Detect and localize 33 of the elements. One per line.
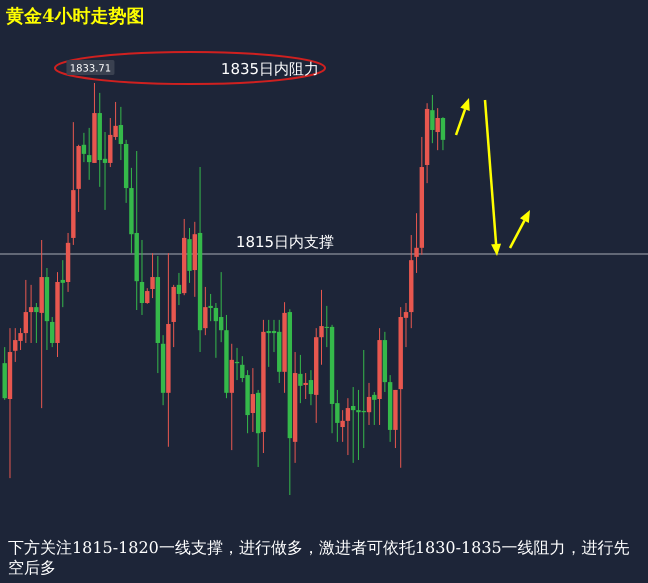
candlestick — [372, 392, 376, 426]
text: 1835日内阻力 — [220, 60, 320, 78]
candlestick — [208, 293, 213, 322]
candlestick — [430, 94, 435, 144]
candlestick — [319, 289, 324, 366]
candlestick — [303, 372, 308, 400]
ref-line-label: 1815日内支撑 — [236, 232, 334, 251]
candlestick — [82, 132, 86, 163]
candlestick — [414, 212, 419, 274]
candlestick — [150, 252, 155, 299]
candlestick — [28, 284, 34, 344]
candlestick — [24, 279, 28, 344]
candlestick — [440, 116, 446, 151]
text: 下方关注1815-1820一线支撑，进行做多，激进者可依托1830-1835一线阻力，进行先空后多 — [8, 538, 631, 578]
candlestick — [176, 272, 182, 306]
candlestick — [203, 286, 208, 336]
candlestick — [340, 410, 345, 442]
candlestick — [350, 386, 356, 464]
candlestick — [60, 260, 65, 308]
candlestick — [250, 368, 256, 432]
candlestick — [435, 108, 440, 151]
annotation: 1833.71 — [70, 64, 112, 74]
candlestick — [86, 127, 92, 180]
candlestick — [308, 370, 314, 406]
candlestick — [50, 316, 54, 348]
candlestick — [145, 288, 150, 304]
candlestick — [118, 106, 124, 161]
candlestick — [140, 239, 144, 316]
chart-title: 黄金4小时走势图 — [5, 6, 145, 27]
candlestick — [298, 354, 303, 404]
candlestick — [366, 382, 372, 426]
candlestick — [34, 302, 39, 344]
candlestick — [346, 398, 350, 456]
